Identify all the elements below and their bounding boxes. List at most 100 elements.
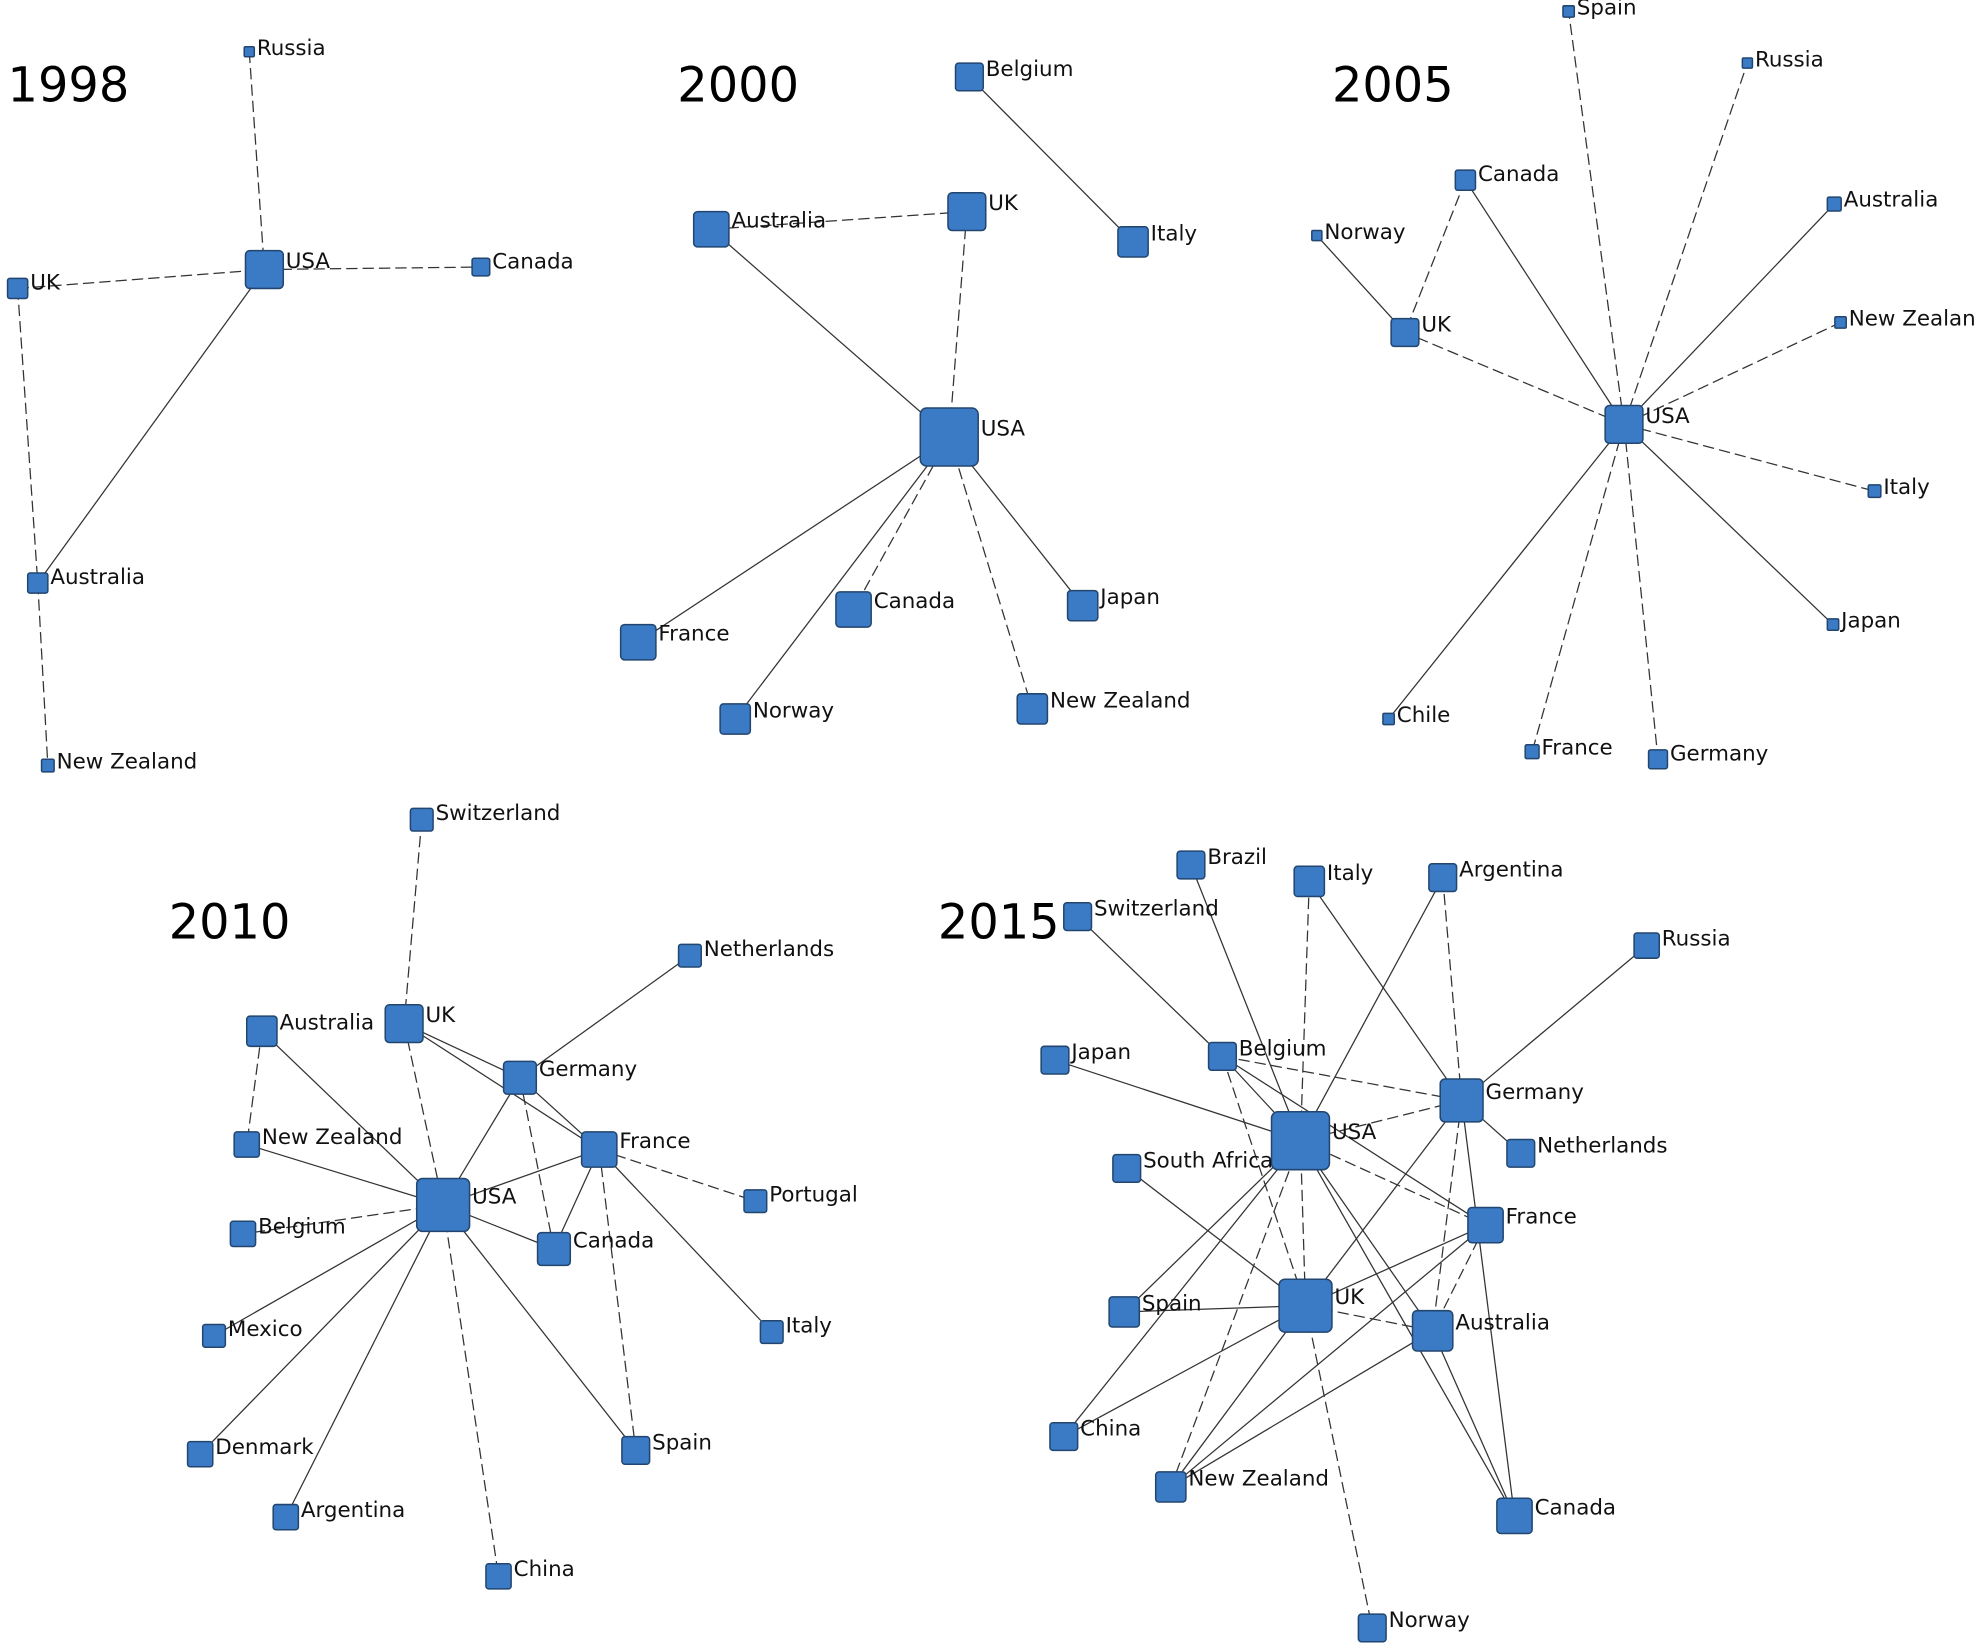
node [485,1562,512,1590]
edge [1126,1167,1306,1307]
node [919,407,979,467]
edge [442,1204,637,1451]
node [1506,1138,1536,1168]
node [243,45,256,58]
node [1207,1041,1238,1071]
node-label: Australia [1455,1310,1550,1335]
node [1040,1045,1070,1075]
node [536,1231,572,1267]
edge [598,1149,773,1333]
node-label: Japan [1069,1040,1131,1065]
node-label: Norway [1389,1608,1470,1633]
edge [242,1204,444,1235]
node-label: Japan [1839,609,1901,634]
node [409,807,434,832]
panel-title: 1998 [8,58,130,113]
edge [1623,423,1834,626]
node-label: New Zealand [1849,307,1974,332]
edge [1170,1140,1302,1488]
node-label: Germany [1486,1080,1585,1105]
node-label: Italy [1151,221,1198,246]
node-label: Denmark [215,1435,314,1460]
edge [519,1077,555,1250]
edge [246,1143,444,1206]
node [621,1435,651,1466]
node-label: Norway [753,698,834,723]
node-label: Norway [1324,220,1405,245]
edge [442,1204,500,1577]
edge [1299,877,1444,1142]
edge [248,51,266,270]
node-label: Spain [1142,1291,1202,1316]
node-label: Italy [1327,861,1374,886]
node-label: UK [1334,1285,1365,1310]
node [619,623,657,661]
edge [1404,331,1625,425]
edge [1305,1100,1463,1307]
node [954,62,984,92]
node [1867,484,1882,499]
node [186,1440,214,1468]
node-label: Canada [573,1228,654,1253]
node [1826,618,1840,631]
node [233,1131,261,1158]
node-label: Italy [786,1313,833,1338]
node-label: France [1506,1205,1577,1230]
node [835,591,872,628]
node [1428,863,1458,893]
edge [403,1023,600,1151]
node [1826,196,1842,212]
edge [213,1204,444,1337]
node-label: New Zealand [57,749,198,774]
edge [199,1204,444,1455]
node [1454,169,1477,191]
edge [1464,179,1625,425]
edge [1299,1140,1516,1517]
node [1524,744,1540,760]
node-label: USA [1332,1120,1377,1145]
node [471,257,491,277]
edge [598,1149,637,1451]
node-label: Canada [1535,1495,1616,1520]
node-label: UK [426,1003,457,1028]
edge [17,268,265,290]
node-label: Belgium [1239,1036,1327,1061]
node [1411,1309,1454,1352]
node-label: Spain [1577,0,1637,21]
edge [948,436,1033,710]
node [1311,229,1323,242]
node [229,1220,257,1248]
node [1357,1613,1387,1643]
edge [1623,423,1875,492]
node [201,1323,227,1348]
node-label: Netherlands [1537,1133,1667,1158]
edge [968,76,1134,243]
edge [1063,1140,1301,1437]
node-label: Mexico [228,1317,303,1342]
edge [1432,1330,1516,1517]
node [677,943,702,968]
node-label: Australia [279,1011,374,1036]
node [1496,1497,1533,1535]
edge [1316,235,1406,333]
edge [403,819,423,1024]
edge [1222,1055,1486,1226]
edge [1077,916,1223,1057]
node-label: USA [1645,404,1690,429]
node-label: New Zealand [1188,1466,1329,1491]
edge [711,211,967,230]
node [40,758,55,773]
node [1278,1278,1333,1333]
node-label: Australia [1844,188,1939,213]
node [580,1131,618,1168]
node [1467,1206,1504,1244]
edge [1170,1330,1433,1488]
edge [16,288,39,584]
edge [1623,321,1841,425]
edge [1388,424,1625,720]
edge [1222,1055,1462,1102]
edge [519,955,691,1079]
edge [734,436,950,720]
